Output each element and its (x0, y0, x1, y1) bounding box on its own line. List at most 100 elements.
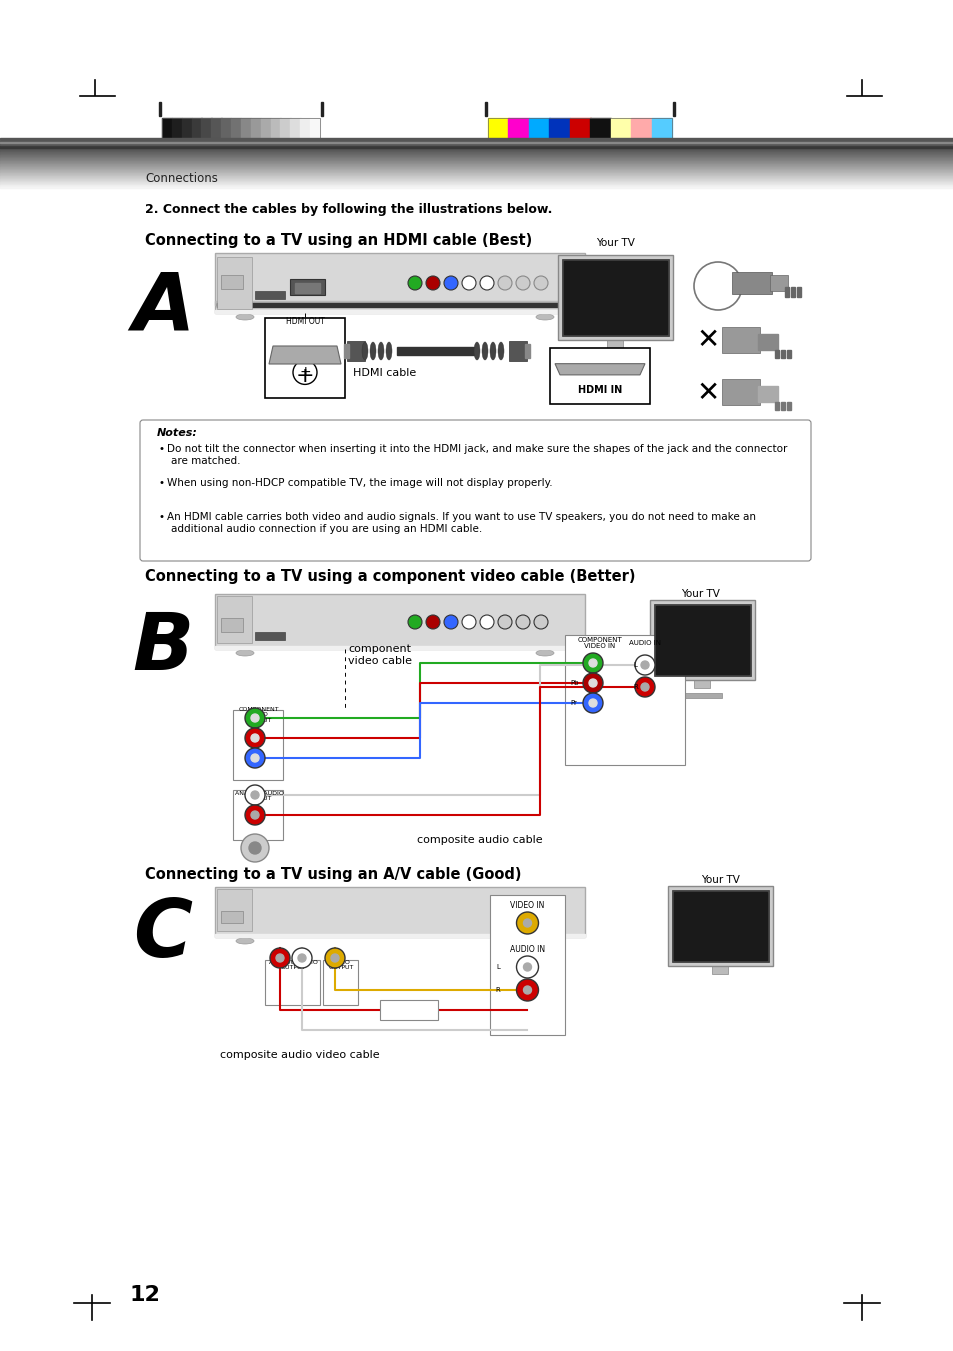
Bar (221, 617, 243, 632)
Bar (254, 290, 285, 299)
Circle shape (693, 262, 741, 309)
Ellipse shape (361, 342, 368, 359)
Bar (549, 118, 570, 141)
Text: additional audio connection if you are using an HDMI cable.: additional audio connection if you are u… (171, 524, 482, 534)
Text: are matched.: are matched. (171, 457, 240, 466)
Bar (781, 350, 784, 358)
Circle shape (251, 754, 258, 762)
Bar (656, 607, 748, 674)
Text: HDMI IN: HDMI IN (578, 385, 621, 394)
Bar (162, 118, 319, 141)
Bar (774, 403, 779, 409)
Bar (265, 317, 345, 399)
Bar (300, 118, 310, 141)
Bar (508, 118, 529, 141)
Circle shape (523, 963, 531, 971)
Bar (528, 118, 549, 141)
Bar (221, 911, 243, 923)
Text: composite audio cable: composite audio cable (416, 835, 542, 844)
Ellipse shape (481, 342, 488, 359)
Bar (172, 118, 182, 141)
Bar (484, 101, 487, 116)
Bar (673, 892, 766, 961)
Bar (260, 118, 271, 141)
Bar (323, 961, 357, 1005)
Bar (214, 309, 584, 313)
Text: Pb: Pb (569, 680, 578, 686)
Bar (758, 334, 778, 350)
Bar (251, 118, 261, 141)
Bar (0, 138, 953, 141)
Text: HDMI cable: HDMI cable (353, 367, 416, 378)
Text: •: • (159, 512, 165, 521)
Circle shape (497, 276, 512, 290)
Circle shape (270, 948, 290, 969)
Bar (569, 118, 590, 141)
Bar (672, 101, 675, 116)
Text: ANALOG AUDIO
OUTPUT: ANALOG AUDIO OUTPUT (269, 959, 317, 970)
Circle shape (331, 954, 338, 962)
Circle shape (251, 713, 258, 721)
Bar (221, 276, 243, 289)
Bar (721, 380, 760, 405)
Bar (488, 118, 508, 141)
Bar (265, 961, 319, 1005)
Text: C: C (133, 896, 193, 974)
Circle shape (497, 615, 512, 630)
Circle shape (582, 653, 602, 673)
Bar (294, 282, 319, 293)
Text: +: + (295, 366, 314, 385)
Text: 12: 12 (130, 1285, 161, 1305)
Ellipse shape (490, 342, 496, 359)
Ellipse shape (497, 342, 503, 359)
Circle shape (245, 708, 265, 728)
Text: Pr: Pr (569, 700, 577, 707)
Text: Do not tilt the connector when inserting it into the HDMI jack, and make sure th: Do not tilt the connector when inserting… (167, 444, 786, 454)
Text: •: • (159, 478, 165, 488)
Bar (784, 286, 788, 297)
FancyBboxPatch shape (140, 420, 810, 561)
Bar (781, 403, 784, 409)
Text: R: R (633, 684, 638, 690)
Bar (159, 101, 161, 116)
Circle shape (582, 693, 602, 713)
Bar (344, 345, 349, 358)
Text: component
video cable: component video cable (348, 644, 412, 666)
Circle shape (534, 276, 547, 290)
Bar (564, 635, 684, 765)
Text: •: • (159, 444, 165, 454)
Bar (201, 118, 212, 141)
Text: Connecting to a TV using an A/V cable (Good): Connecting to a TV using an A/V cable (G… (145, 867, 521, 882)
Circle shape (523, 919, 531, 927)
Text: L: L (496, 965, 499, 970)
Bar (590, 118, 610, 141)
Text: Connections: Connections (145, 172, 217, 185)
Bar (711, 966, 727, 974)
Bar (681, 693, 721, 698)
Circle shape (516, 979, 537, 1001)
Circle shape (461, 276, 476, 290)
Bar (271, 118, 280, 141)
Bar (212, 118, 221, 141)
Bar (524, 345, 530, 358)
Circle shape (516, 276, 530, 290)
Bar (396, 347, 476, 355)
Text: composite audio video cable: composite audio video cable (220, 1050, 379, 1061)
Bar (786, 403, 790, 409)
Bar (214, 301, 584, 305)
Text: AUDIO IN: AUDIO IN (628, 640, 660, 646)
Ellipse shape (370, 342, 375, 359)
Ellipse shape (386, 342, 392, 359)
Text: VIDEO IN: VIDEO IN (510, 901, 544, 909)
Bar (290, 118, 300, 141)
Circle shape (588, 698, 597, 707)
Bar (241, 118, 251, 141)
Circle shape (292, 948, 312, 969)
Bar (563, 261, 666, 334)
Circle shape (640, 661, 648, 669)
Bar (214, 934, 584, 938)
Text: Your TV: Your TV (596, 238, 635, 249)
Bar (509, 340, 526, 361)
Text: Your TV: Your TV (679, 589, 719, 598)
Text: Notes:: Notes: (157, 428, 197, 438)
